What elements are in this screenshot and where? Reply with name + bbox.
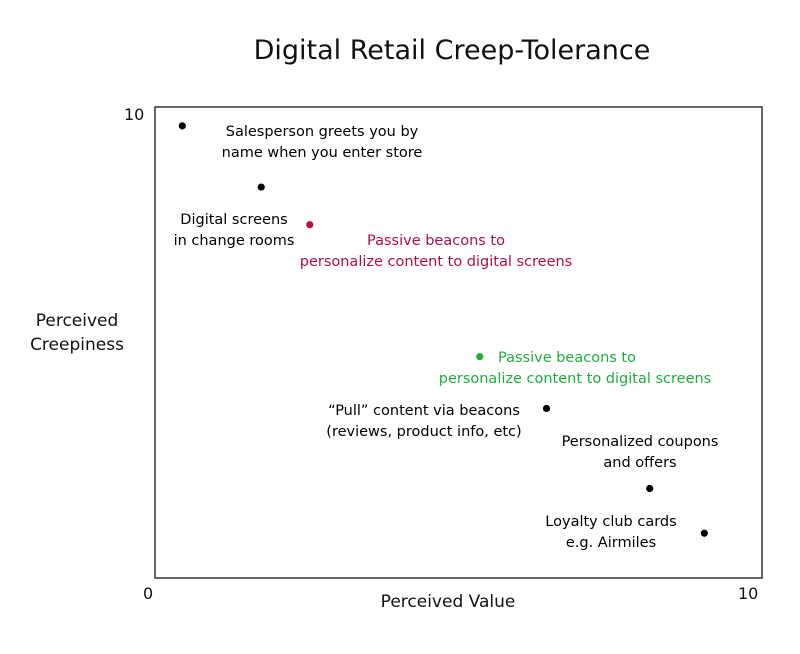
data-label: Digital screens xyxy=(180,212,287,228)
data-label: (reviews, product info, etc) xyxy=(326,424,521,440)
y-axis-label-line-1: Perceived xyxy=(36,311,119,331)
data-label: and offers xyxy=(603,455,676,471)
data-label: personalize content to digital screens xyxy=(439,371,712,387)
data-label: Personalized coupons xyxy=(562,434,719,450)
data-label: “Pull” content via beacons xyxy=(328,403,520,419)
data-point xyxy=(257,183,265,191)
data-label: personalize content to digital screens xyxy=(300,254,573,270)
data-label: Salesperson greets you by xyxy=(226,124,419,140)
data-point xyxy=(700,529,708,537)
y-tick-label-10: 10 xyxy=(124,105,144,124)
data-label: Loyalty club cards xyxy=(545,514,676,530)
data-label: e.g. Airmiles xyxy=(566,535,656,551)
x-tick-label-0: 0 xyxy=(143,584,153,603)
chart-title: Digital Retail Creep-Tolerance xyxy=(254,35,651,66)
data-point xyxy=(306,221,314,229)
data-point xyxy=(646,484,654,493)
data-point xyxy=(178,122,186,130)
data-point xyxy=(476,353,484,361)
data-label: Passive beacons to xyxy=(498,350,636,366)
data-label: in change rooms xyxy=(174,233,295,249)
data-point xyxy=(542,404,551,413)
x-tick-label-10: 10 xyxy=(738,584,758,603)
data-label: Passive beacons to xyxy=(367,233,505,249)
x-axis-label: Perceived Value xyxy=(381,592,516,612)
y-axis-label-line-2: Creepiness xyxy=(30,335,124,355)
data-label: name when you enter store xyxy=(222,145,423,161)
plot-frame xyxy=(154,106,763,579)
